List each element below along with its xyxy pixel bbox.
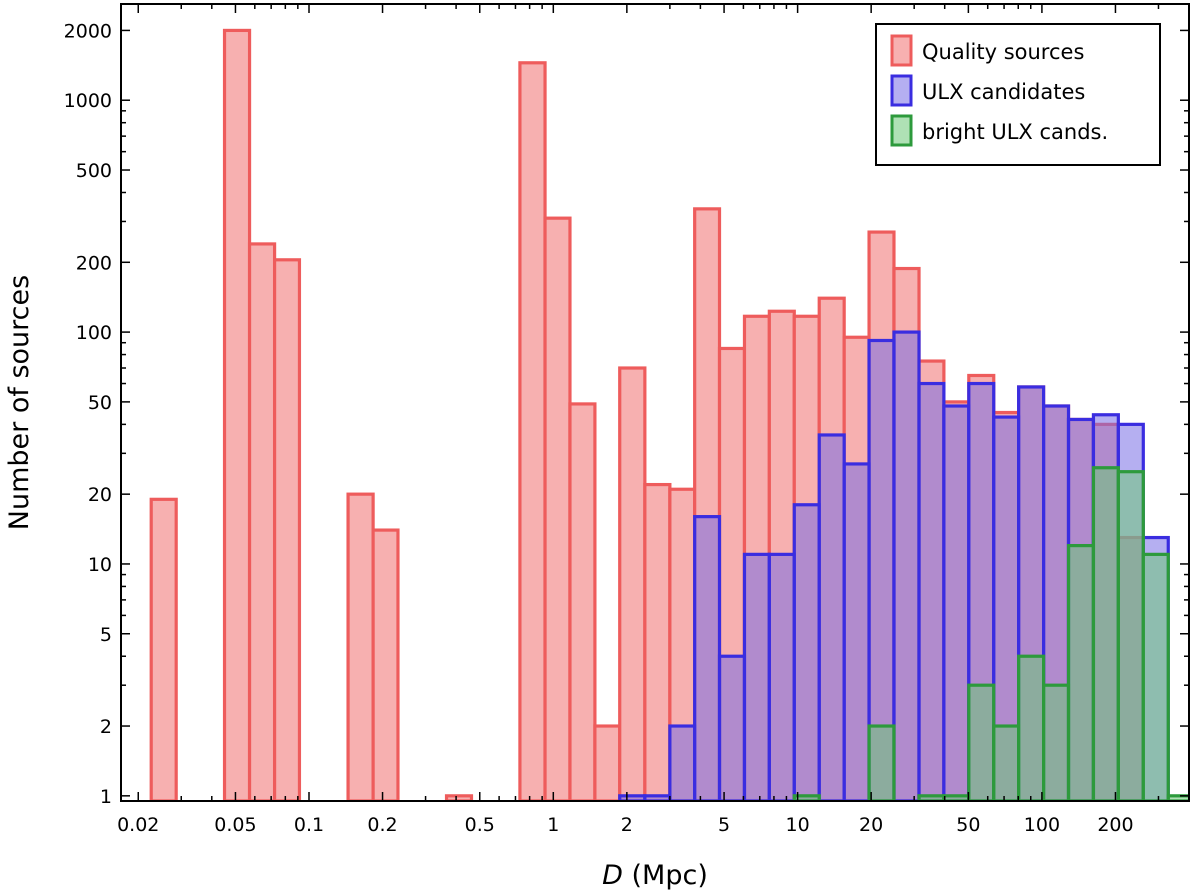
legend: Quality sources ULX candidates bright ULX …: [875, 23, 1161, 166]
x-tick-label: 2: [621, 814, 633, 836]
plot-frame: [120, 3, 1190, 802]
bar-series2-bin0: [792, 794, 821, 801]
bar-series2-bin5: [992, 724, 1021, 801]
y-tick-labels: 1 2 5 10 20 50 100 200 500 1000 2000: [64, 20, 112, 807]
bar-series1-bin11: [892, 330, 921, 801]
y-tick-label: 2: [100, 716, 112, 738]
bar-series2-bin8: [1066, 543, 1096, 801]
legend-swatch-1: [890, 74, 913, 107]
bar-series0-bin9: [568, 402, 597, 801]
axes-layer: [121, 4, 1190, 801]
bar-series1-bin12: [917, 381, 946, 801]
x-tick-label: 0.02: [117, 814, 159, 836]
legend-swatch-0: [890, 34, 913, 67]
bars-layer: [149, 28, 1189, 801]
bar-series0-bin7: [518, 61, 547, 801]
legend-label-2: bright ULX cands.: [922, 120, 1108, 144]
series-2: [792, 466, 1189, 801]
bar-series0-bin6: [444, 794, 474, 801]
x-tick-label: 1: [547, 814, 559, 836]
y-tick-label: 1000: [64, 90, 112, 112]
bar-series0-bin2: [247, 242, 277, 801]
y-tick-label: 20: [88, 484, 112, 506]
x-tick-label: 10: [786, 814, 810, 836]
x-tick-label: 0.2: [367, 814, 397, 836]
bar-series0-bin5: [371, 528, 400, 801]
y-tick-label: 2000: [64, 20, 112, 42]
x-tick-label: 100: [1024, 814, 1060, 836]
bar-series0-bin8: [543, 216, 572, 801]
x-axis-unit: (Mpc): [623, 860, 708, 891]
bar-series0-bin4: [346, 492, 375, 801]
bar-series1-bin10: [867, 338, 896, 801]
x-tick-labels: 0.02 0.05 0.1 0.2 0.5 1 2 5 10 20 50 100 200: [117, 814, 1134, 836]
legend-label-1: ULX candidates: [922, 80, 1085, 104]
y-tick-label: 500: [76, 160, 112, 182]
bar-series1-bin3: [693, 515, 722, 801]
x-tick-label: 20: [859, 814, 883, 836]
bar-series0-bin0: [149, 497, 178, 801]
x-tick-label: 200: [1097, 814, 1133, 836]
bar-series1-bin6: [767, 552, 796, 801]
y-tick-label: 50: [88, 392, 112, 414]
x-tick-label: 5: [718, 814, 730, 836]
bar-series0-bin12: [643, 482, 672, 801]
bar-series2-bin10: [1116, 470, 1145, 801]
bar-series1-bin5: [742, 552, 771, 801]
bar-series2-bin1: [867, 724, 896, 801]
bar-series2-bin6: [1017, 654, 1046, 801]
x-tick-label: 0.1: [294, 814, 324, 836]
y-tick-label: 200: [76, 252, 112, 274]
bar-series1-bin9: [842, 462, 871, 801]
x-axis-title: D (Mpc): [602, 860, 708, 891]
bar-series1-bin13: [942, 404, 971, 801]
bar-series2-bin4: [967, 683, 996, 801]
bar-series1-bin4: [717, 654, 747, 801]
bar-series1-bin2: [668, 724, 697, 801]
x-tick-label: 0.05: [214, 814, 256, 836]
y-tick-label: 10: [88, 554, 112, 576]
x-axis-variable: D: [602, 860, 623, 891]
bar-series0-bin11: [618, 366, 647, 801]
bar-series1-bin7: [792, 503, 821, 801]
y-axis-title: Number of sources: [4, 275, 35, 530]
bar-series0-bin1: [222, 28, 252, 801]
legend-box: [875, 23, 1161, 166]
bar-series2-bin11: [1141, 552, 1170, 801]
bar-series2-bin9: [1091, 466, 1120, 801]
bar-series2-bin7: [1041, 683, 1071, 801]
y-tick-label: 5: [100, 624, 112, 646]
y-tick-label: 1: [100, 786, 112, 808]
legend-label-0: Quality sources: [922, 40, 1084, 64]
y-tick-label: 100: [76, 322, 112, 344]
legend-swatch-2: [890, 114, 913, 147]
x-tick-label: 50: [956, 814, 980, 836]
x-tick-label: 0.5: [465, 814, 495, 836]
bar-series0-bin10: [593, 724, 622, 801]
bar-series0-bin3: [272, 258, 302, 801]
bar-series1-bin8: [817, 433, 846, 801]
